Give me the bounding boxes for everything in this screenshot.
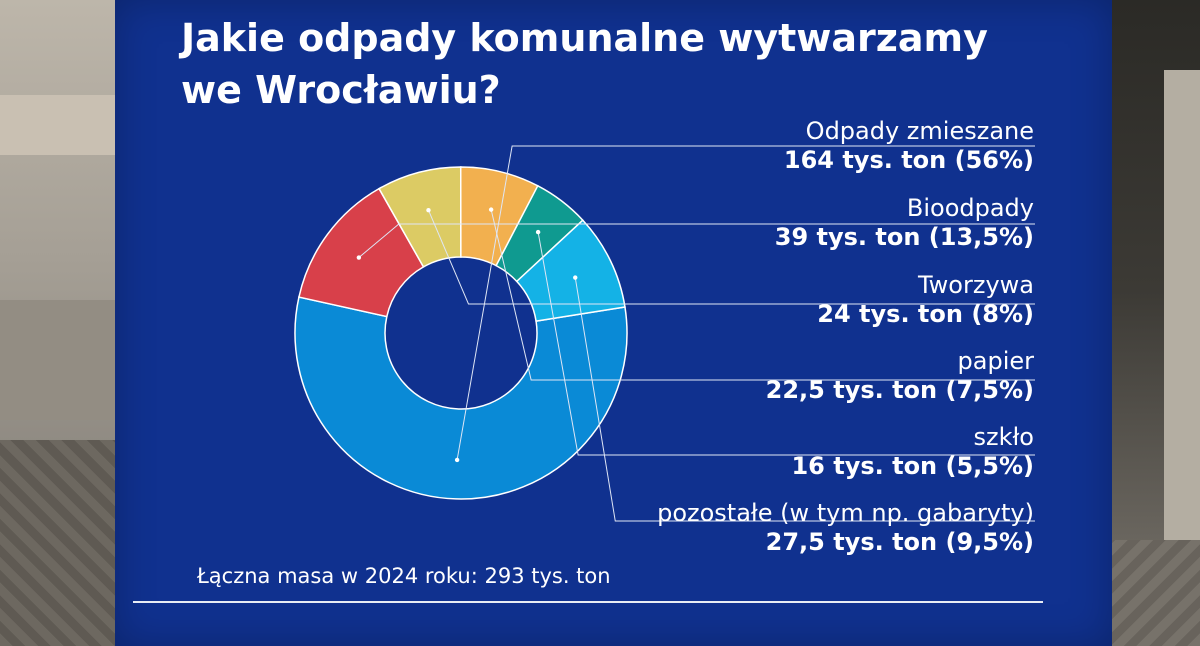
donut-slices [294, 166, 628, 500]
slice-1 [294, 296, 628, 500]
chart-title: Jakie odpady komunalne wytwarzamy we Wro… [181, 12, 1061, 116]
legend-entry-2: Bioodpady 39 tys. ton (13,5%) [775, 193, 1034, 251]
leader-line-2 [358, 223, 1035, 258]
legend-value-label: 27,5 tys. ton (9,5%) [765, 528, 1034, 556]
legend-label: papier [957, 347, 1034, 375]
legend-label: Bioodpady [906, 194, 1034, 222]
stone-pillar [1164, 70, 1200, 570]
wall-panel [0, 300, 120, 420]
info-board: Jakie odpady komunalne wytwarzamy we Wro… [115, 0, 1112, 646]
footer-divider [133, 601, 1043, 603]
legend-label: szkło [973, 423, 1034, 451]
paving-stones-right [1112, 540, 1200, 646]
legend-entry-3: Tworzywa 24 tys. ton (8%) [817, 270, 1034, 328]
paving-stones [0, 440, 120, 646]
legend-entry-4: papier 22,5 tys. ton (7,5%) [766, 346, 1034, 404]
wall-ledge [0, 95, 120, 155]
total-mass-note: Łączna masa w 2024 roku: 293 tys. ton [197, 564, 611, 588]
leader-dot-2 [356, 255, 362, 260]
background-wall-right [1112, 0, 1200, 646]
legend-value-label: 24 tys. ton (8%) [817, 300, 1034, 328]
legend-value-label: 16 tys. ton (5,5%) [791, 452, 1034, 480]
chart-title-line-1: Jakie odpady komunalne wytwarzamy [181, 16, 988, 60]
legend-value-label: 22,5 tys. ton (7,5%) [765, 376, 1034, 404]
leader-line-4 [490, 209, 1035, 381]
leader-dot-5 [535, 229, 541, 235]
donut-chart [294, 145, 1035, 522]
leader-line-3 [428, 210, 1035, 305]
leader-line-6 [574, 277, 1035, 522]
legend-label: pozostałe (w tym np. gabaryty) [657, 499, 1034, 527]
leader-lines [356, 145, 1035, 522]
legend-value-label: 164 tys. ton (56%) [783, 146, 1034, 174]
legend-label: Tworzywa [917, 271, 1034, 299]
legend-entry-1: Odpady zmieszane 164 tys. ton (56%) [784, 116, 1034, 174]
legend-value-label: 39 tys. ton (13,5%) [774, 223, 1034, 251]
leader-dot-6 [573, 275, 578, 280]
leader-line-5 [537, 231, 1035, 456]
legend-entry-6: pozostałe (w tym np. gabaryty) 27,5 tys. … [657, 498, 1034, 556]
leader-dot-4 [488, 207, 494, 212]
legend-label: Odpady zmieszane [805, 117, 1034, 145]
chart-title-line-2: we Wrocławiu? [181, 68, 501, 112]
leader-dot-1 [454, 457, 460, 463]
leader-dot-3 [426, 208, 431, 213]
slice-6 [515, 219, 626, 322]
legend-entry-5: szkło 16 tys. ton (5,5%) [791, 422, 1034, 480]
leader-line-1 [456, 145, 1035, 461]
background-wall-left [0, 0, 120, 646]
